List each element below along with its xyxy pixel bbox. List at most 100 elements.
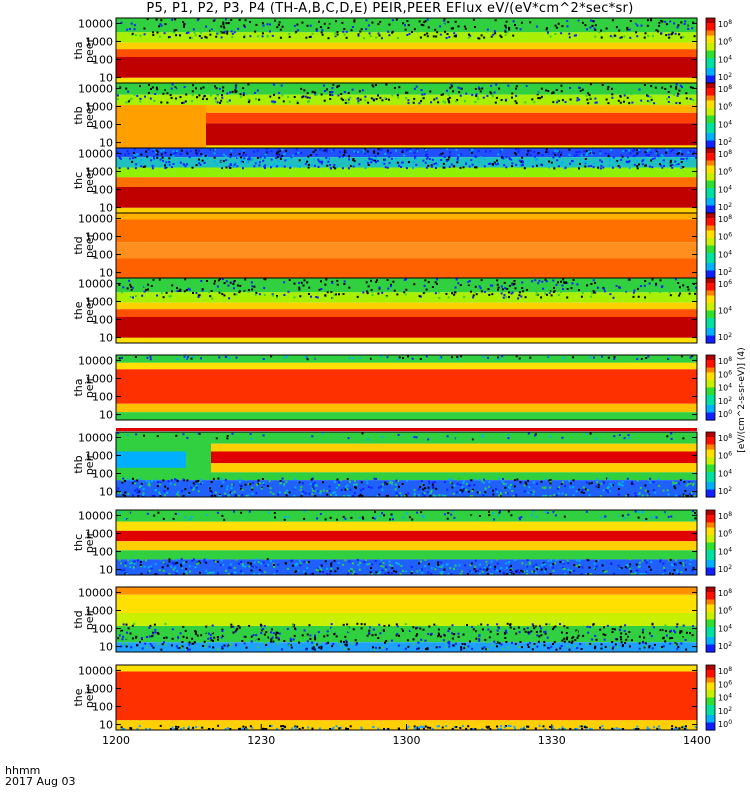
colorbar-step bbox=[706, 45, 715, 49]
heatmap-speckle bbox=[427, 290, 430, 293]
heatmap-speckle bbox=[435, 495, 438, 497]
heatmap-speckle bbox=[686, 21, 689, 24]
heatmap-speckle bbox=[420, 480, 423, 483]
heatmap-speckle bbox=[499, 510, 501, 513]
heatmap-speckle bbox=[352, 158, 355, 161]
heatmap-speckle bbox=[504, 483, 507, 486]
heatmap-speckle bbox=[205, 625, 208, 628]
heatmap-speckle bbox=[578, 150, 581, 153]
heatmap-speckle bbox=[377, 637, 380, 639]
heatmap-speckle bbox=[322, 481, 324, 484]
heatmap-speckle bbox=[557, 293, 560, 296]
heatmap-speckle bbox=[480, 279, 483, 282]
heatmap-speckle bbox=[311, 477, 314, 480]
heatmap-speckle bbox=[587, 150, 590, 153]
heatmap-speckle bbox=[677, 645, 680, 648]
heatmap-speckle bbox=[188, 156, 191, 159]
heatmap-speckle bbox=[355, 151, 358, 154]
heatmap-speckle bbox=[489, 91, 492, 94]
heatmap-speckle bbox=[291, 624, 294, 627]
heatmap-speckle bbox=[479, 563, 482, 566]
heatmap-speckle bbox=[603, 570, 606, 573]
heatmap-speckle bbox=[248, 158, 251, 161]
heatmap-speckle bbox=[151, 86, 154, 89]
heatmap-speckle bbox=[612, 22, 615, 24]
colorbar-step bbox=[706, 203, 715, 207]
heatmap-speckle bbox=[150, 567, 153, 570]
colorbar-step bbox=[706, 405, 715, 409]
heatmap-speckle bbox=[158, 25, 160, 28]
heatmap-speckle bbox=[294, 478, 297, 481]
heatmap-speckle bbox=[543, 495, 546, 497]
heatmap-speckle bbox=[671, 166, 674, 169]
colorbar-step bbox=[706, 75, 715, 79]
heatmap-speckle bbox=[225, 355, 228, 358]
heatmap-speckle bbox=[482, 494, 485, 497]
heatmap-speckle bbox=[694, 726, 697, 729]
heatmap-speckle bbox=[308, 293, 310, 295]
heatmap-speckle bbox=[589, 83, 592, 86]
heatmap-speckle bbox=[540, 87, 543, 90]
colorbar-step bbox=[706, 614, 715, 618]
heatmap-speckle bbox=[129, 98, 132, 101]
heatmap-speckle bbox=[125, 101, 128, 104]
heatmap-speckle bbox=[270, 86, 273, 89]
heatmap-speckle bbox=[553, 286, 555, 289]
heatmap-speckle bbox=[446, 286, 449, 289]
heatmap-speckle bbox=[455, 100, 457, 103]
heatmap-speckle bbox=[529, 21, 532, 24]
heatmap-speckle bbox=[329, 164, 332, 166]
heatmap-speckle bbox=[545, 28, 548, 31]
heatmap-speckle bbox=[558, 728, 561, 730]
heatmap-speckle bbox=[647, 355, 650, 358]
heatmap-speckle bbox=[571, 280, 574, 283]
heatmap-speckle bbox=[379, 634, 382, 637]
heatmap-speckle bbox=[433, 162, 436, 165]
heatmap-speckle bbox=[210, 481, 213, 483]
heatmap-speckle bbox=[484, 638, 487, 641]
heatmap-speckle bbox=[184, 516, 187, 519]
heatmap-speckle bbox=[582, 492, 585, 495]
heatmap-speckle bbox=[279, 480, 282, 483]
heatmap-speckle bbox=[671, 564, 674, 567]
heatmap-speckle bbox=[620, 154, 623, 157]
heatmap-speckle bbox=[527, 491, 530, 494]
heatmap-speckle bbox=[131, 286, 134, 289]
heatmap-speckle bbox=[680, 161, 683, 164]
heatmap-speckle bbox=[223, 294, 226, 297]
heatmap-speckle bbox=[460, 87, 463, 90]
heatmap-speckle bbox=[404, 570, 407, 573]
heatmap-speckle bbox=[586, 98, 589, 101]
heatmap-speckle bbox=[231, 492, 233, 495]
heatmap-speckle bbox=[442, 162, 445, 165]
heatmap-speckle bbox=[548, 290, 551, 293]
heatmap-speckle bbox=[615, 727, 618, 730]
heatmap-speckle bbox=[212, 571, 215, 574]
heatmap-speckle bbox=[590, 573, 593, 575]
heatmap-speckle bbox=[414, 157, 416, 160]
heatmap-speckle bbox=[156, 88, 159, 91]
heatmap-speckle bbox=[478, 515, 481, 517]
heatmap-speckle bbox=[289, 644, 292, 647]
heatmap-speckle bbox=[498, 87, 501, 90]
heatmap-speckle bbox=[676, 623, 679, 626]
heatmap-speckle bbox=[386, 633, 389, 636]
heatmap-speckle bbox=[130, 646, 133, 649]
heatmap-speckle bbox=[623, 634, 626, 637]
heatmap-speckle bbox=[261, 35, 264, 38]
heatmap-speckle bbox=[549, 486, 552, 489]
heatmap-band bbox=[116, 187, 697, 208]
heatmap-speckle bbox=[611, 166, 614, 169]
heatmap-speckle bbox=[213, 152, 216, 155]
colorbar-step bbox=[706, 459, 715, 463]
heatmap-speckle bbox=[244, 483, 247, 486]
heatmap-speckle bbox=[504, 287, 507, 290]
x-tick-label: 1230 bbox=[247, 734, 275, 747]
heatmap-speckle bbox=[401, 483, 404, 485]
heatmap-speckle bbox=[534, 727, 537, 730]
y-tick-label: 10000 bbox=[78, 147, 113, 160]
heatmap-speckle bbox=[523, 570, 525, 573]
heatmap-speckle bbox=[545, 151, 548, 153]
heatmap-speckle bbox=[245, 19, 248, 22]
